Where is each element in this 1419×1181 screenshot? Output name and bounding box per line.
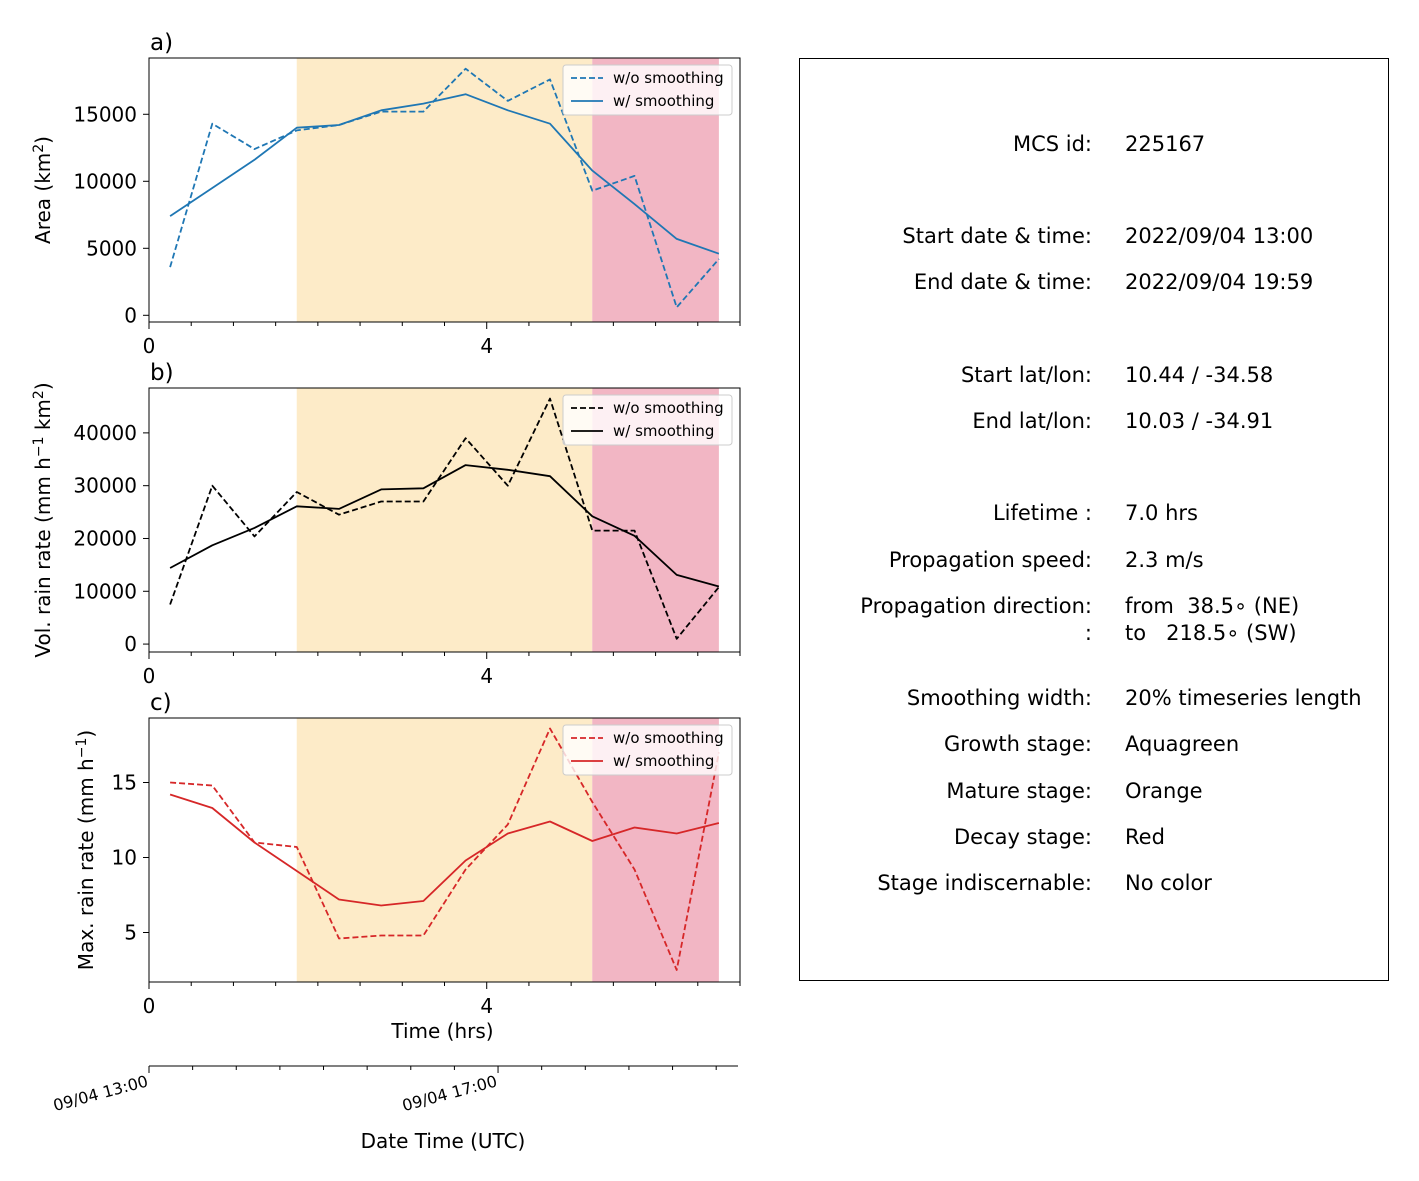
- x-tick-label: 0: [143, 994, 156, 1018]
- y-tick-label: 40000: [73, 421, 137, 445]
- y-axis-label: Vol. rain rate (mm h−1 km2): [31, 382, 55, 657]
- y-tick-label: 30000: [73, 474, 137, 498]
- y-axis-label-superscript: −1: [74, 738, 90, 759]
- mature-stage-shading: [296, 388, 593, 652]
- legend-label: w/o smoothing: [613, 69, 724, 87]
- end-latlon-value: 10.03 / -34.91: [1125, 409, 1274, 433]
- legend-box: [562, 724, 733, 776]
- mcs-id-value: 225167: [1125, 132, 1206, 156]
- lifetime-label: Lifetime :: [992, 501, 1092, 525]
- y-axis-label-text: ): [31, 136, 55, 144]
- datetime-axis-label: Date Time (UTC): [361, 1129, 526, 1153]
- legend-box: [562, 394, 733, 446]
- propagation-direction-label: Propagation direction:: [860, 594, 1092, 618]
- stage-indiscernable-label: Stage indiscernable:: [877, 871, 1092, 895]
- x-tick-label: 4: [480, 664, 493, 688]
- y-tick-label: 0: [124, 303, 137, 327]
- mature-stage-value: Orange: [1125, 779, 1203, 803]
- y-tick-label: 15000: [73, 102, 137, 126]
- x-tick-label: 0: [143, 664, 156, 688]
- smoothing-width-label: Smoothing width:: [906, 686, 1092, 710]
- start-datetime-label: Start date & time:: [902, 224, 1092, 248]
- legend-label: w/ smoothing: [613, 422, 714, 440]
- series-line-with-smoothing: [169, 793, 720, 907]
- legend-label: w/o smoothing: [613, 729, 724, 747]
- start-latlon-label: Start lat/lon:: [960, 363, 1092, 387]
- propagation-speed-label: Propagation speed:: [888, 548, 1092, 572]
- y-axis-label-text: ): [31, 382, 55, 390]
- y-axis-label-text: Max. rain rate (mm h: [74, 758, 98, 970]
- end-datetime-value: 2022/09/04 19:59: [1125, 270, 1314, 294]
- y-tick-label: 5: [124, 921, 137, 945]
- propagation-speed-value: 2.3 m/s: [1125, 548, 1204, 572]
- growth-stage-value: Aquagreen: [1125, 732, 1240, 756]
- y-tick-label: 10: [112, 846, 137, 870]
- y-tick-label: 10000: [73, 579, 137, 603]
- y-tick-label: 15: [112, 771, 137, 795]
- start-latlon-value: 10.44 / -34.58: [1125, 363, 1274, 387]
- end-datetime-label: End date & time:: [913, 270, 1092, 294]
- y-axis-label: Max. rain rate (mm h−1): [74, 730, 98, 970]
- datetime-tick-label: 09/04 13:00: [51, 1072, 150, 1116]
- legend-box: [562, 64, 733, 116]
- y-axis-label-text: Vol. rain rate (mm h: [31, 457, 55, 658]
- y-tick-label: 5000: [86, 236, 137, 260]
- panel-label: b): [150, 360, 174, 386]
- y-axis-label-superscript: 2: [31, 390, 47, 399]
- start-datetime-value: 2022/09/04 13:00: [1125, 224, 1314, 248]
- propagation-direction-to-value: to 218.5∘ (SW): [1125, 621, 1297, 645]
- panel-b: 0 10000 20000 30000 40000 0 4 b) Vol. rain rate …: [31, 360, 741, 688]
- series-line-with-smoothing: [169, 464, 720, 588]
- y-axis-label: Area (km2): [31, 136, 55, 244]
- x-axis-label: Time (hrs): [390, 1019, 493, 1043]
- legend-label: w/ smoothing: [613, 92, 714, 110]
- datetime-tick-label: 09/04 17:00: [400, 1072, 499, 1116]
- panel-label: a): [150, 30, 173, 56]
- y-axis-label-superscript: 2: [31, 144, 47, 153]
- panel-label: c): [150, 690, 172, 716]
- series-line-without-smoothing: [169, 397, 720, 640]
- lifetime-value: 7.0 hrs: [1125, 501, 1198, 525]
- x-tick-label: 4: [480, 994, 493, 1018]
- y-tick-label: 10000: [73, 169, 137, 193]
- x-tick-label: 4: [480, 334, 493, 358]
- legend-label: w/o smoothing: [613, 399, 724, 417]
- growth-stage-label: Growth stage:: [943, 732, 1092, 756]
- end-latlon-label: End lat/lon:: [972, 409, 1092, 433]
- y-tick-label: 0: [124, 632, 137, 656]
- x-tick-label: 0: [143, 334, 156, 358]
- y-axis-label-text: Area (km: [31, 153, 55, 244]
- decay-stage-value: Red: [1125, 825, 1165, 849]
- stage-indiscernable-value: No color: [1125, 871, 1212, 895]
- y-axis-label-text: km: [31, 399, 55, 436]
- mature-stage-label: Mature stage:: [946, 779, 1092, 803]
- decay-stage-label: Decay stage:: [954, 825, 1092, 849]
- y-axis-label-superscript: −1: [31, 437, 47, 458]
- y-tick-label: 20000: [73, 526, 137, 550]
- series-line-with-smoothing: [169, 93, 720, 255]
- mcs-id-label: MCS id:: [1012, 132, 1092, 156]
- mature-stage-shading: [296, 58, 593, 322]
- panel-a: 0 5000 10000 15000 0 4 a) Area (km2) w/o smoothi…: [31, 30, 741, 358]
- panel-c: 5 10 15 0 4 c) Max. rain rate (mm h−1) w/o smoo…: [74, 690, 741, 1043]
- propagation-direction-to-label: :: [1084, 621, 1092, 645]
- legend-label: w/ smoothing: [613, 752, 714, 770]
- propagation-direction-from-value: from 38.5∘ (NE): [1125, 594, 1300, 618]
- y-axis-label-text: ): [74, 730, 98, 738]
- mcs-info-panel: MCS id: 225167 Start date & time: 2022/0…: [799, 58, 1389, 981]
- mature-stage-shading: [296, 718, 593, 982]
- datetime-axis: 09/04 13:00 09/04 17:00 Date Time (UTC): [51, 1065, 738, 1153]
- smoothing-width-value: 20% timeseries length: [1125, 686, 1362, 710]
- series-line-without-smoothing: [170, 727, 720, 971]
